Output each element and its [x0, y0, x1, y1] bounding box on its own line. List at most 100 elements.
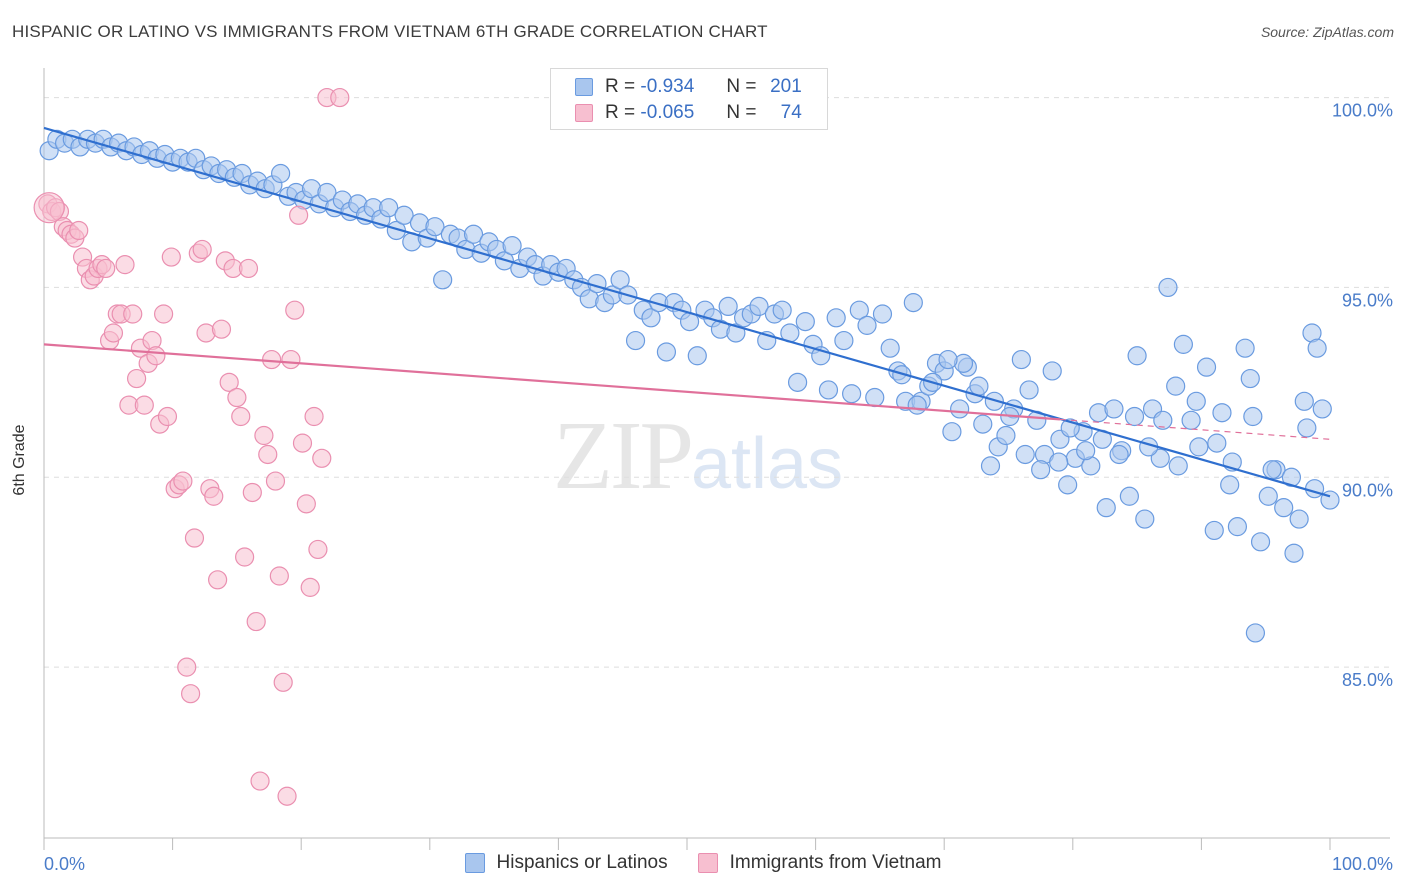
point-vietnam — [184, 528, 205, 548]
point-hispanic — [1173, 334, 1193, 354]
bottom-legend-item-hispanic: Hispanics or Latinos — [464, 852, 668, 874]
point-hispanic — [1262, 460, 1282, 480]
point-hispanic — [1297, 418, 1317, 438]
point-hispanic — [857, 315, 877, 335]
point-hispanic — [1245, 623, 1266, 643]
point-hispanic — [1307, 338, 1327, 358]
point-hispanic — [1212, 403, 1232, 423]
point-hispanic — [787, 372, 808, 392]
point-vietnam — [123, 304, 143, 324]
y-tick-label: 95.0% — [1342, 290, 1393, 310]
point-vietnam — [231, 406, 251, 427]
point-vietnam — [177, 657, 197, 677]
point-hispanic — [865, 387, 885, 408]
point-hispanic — [433, 270, 453, 290]
legend-swatch-blue — [575, 78, 593, 96]
watermark-atlas: atlas — [691, 424, 844, 504]
point-vietnam — [285, 300, 305, 320]
bottom-legend-item-vietnam: Immigrants from Vietnam — [697, 852, 942, 874]
point-vietnam — [289, 205, 309, 225]
point-vietnam — [219, 372, 239, 392]
point-hispanic — [379, 198, 399, 218]
point-hispanic — [1158, 277, 1178, 298]
x-tick-label-min: 0.0% — [44, 854, 85, 874]
point-hispanic — [1189, 437, 1209, 457]
point-vietnam — [157, 406, 178, 427]
watermark: ZIPatlas — [553, 400, 843, 512]
point-hispanic — [1250, 532, 1271, 552]
point-vietnam — [262, 349, 282, 370]
point-hispanic — [1153, 410, 1173, 430]
point-hispanic — [849, 300, 869, 320]
point-hispanic — [880, 338, 900, 358]
point-hispanic — [1258, 486, 1278, 506]
point-hispanic — [1243, 406, 1263, 427]
point-vietnam — [312, 448, 332, 468]
point-hispanic — [1135, 509, 1155, 529]
point-vietnam — [235, 547, 255, 567]
point-vietnam — [146, 346, 166, 366]
point-hispanic — [872, 304, 893, 324]
point-hispanic — [973, 414, 993, 434]
point-vietnam — [296, 494, 316, 514]
point-vietnam — [153, 304, 174, 324]
chart-title: HISPANIC OR LATINO VS IMMIGRANTS FROM VI… — [12, 22, 768, 41]
point-vietnam — [208, 570, 228, 590]
point-hispanic — [980, 456, 1001, 476]
point-hispanic — [1011, 349, 1031, 370]
trendline-hispanic — [43, 126, 1331, 498]
point-hispanic — [1104, 399, 1124, 419]
point-hispanic — [834, 330, 854, 351]
bottom-legend-swatch-pink — [697, 853, 718, 873]
legend: R = -0.934 N = 201 R = -0.065 N = 74 — [550, 68, 828, 130]
point-hispanic — [1124, 406, 1145, 427]
trendline-vietnam-extension — [1059, 418, 1331, 440]
point-hispanic — [1289, 509, 1309, 529]
point-hispanic — [1076, 441, 1096, 461]
point-hispanic — [641, 308, 661, 328]
point-hispanic — [1031, 460, 1051, 480]
legend-r-label: R = — [605, 102, 636, 123]
point-hispanic — [795, 311, 815, 332]
point-hispanic — [1119, 486, 1139, 506]
y-tick-label: 100.0% — [1332, 101, 1393, 121]
point-vietnam — [181, 684, 201, 704]
point-hispanic — [842, 384, 862, 404]
point-vietnam — [204, 486, 224, 506]
point-vietnam — [269, 566, 289, 586]
point-hispanic — [718, 296, 738, 317]
point-hispanic — [1019, 380, 1039, 400]
point-hispanic — [984, 391, 1004, 411]
legend-row-vietnam: R = -0.065 N = 74 — [575, 102, 802, 124]
point-hispanic — [907, 395, 927, 415]
point-vietnam — [254, 425, 274, 446]
legend-row-hispanic: R = -0.934 N = 201 — [575, 76, 802, 98]
point-hispanic — [271, 163, 291, 184]
point-vietnam — [304, 406, 324, 427]
point-hispanic — [938, 349, 958, 370]
point-hispanic — [1220, 475, 1240, 495]
point-vietnam — [115, 255, 135, 275]
point-vietnam — [192, 239, 212, 260]
point-hispanic — [996, 425, 1016, 446]
point-hispanic — [1294, 391, 1314, 411]
point-vietnam — [246, 611, 266, 632]
point-vietnam — [330, 87, 350, 108]
point-hispanic — [950, 399, 970, 419]
point-hispanic — [502, 236, 522, 256]
point-hispanic — [1109, 444, 1129, 465]
point-hispanic — [317, 182, 337, 203]
point-vietnam — [103, 323, 124, 343]
legend-r-value: -0.065 — [640, 102, 695, 123]
bottom-legend-swatch-blue — [464, 853, 485, 873]
trendline-vietnam — [43, 343, 1061, 421]
point-hispanic — [903, 293, 923, 313]
point-vietnam — [281, 349, 301, 370]
point-hispanic — [425, 217, 445, 237]
point-hispanic — [1150, 448, 1170, 468]
point-vietnam — [238, 258, 259, 279]
bottom-legend-label: Immigrants from Vietnam — [729, 852, 942, 873]
point-hispanic — [1058, 475, 1078, 495]
point-vietnam — [265, 471, 286, 491]
